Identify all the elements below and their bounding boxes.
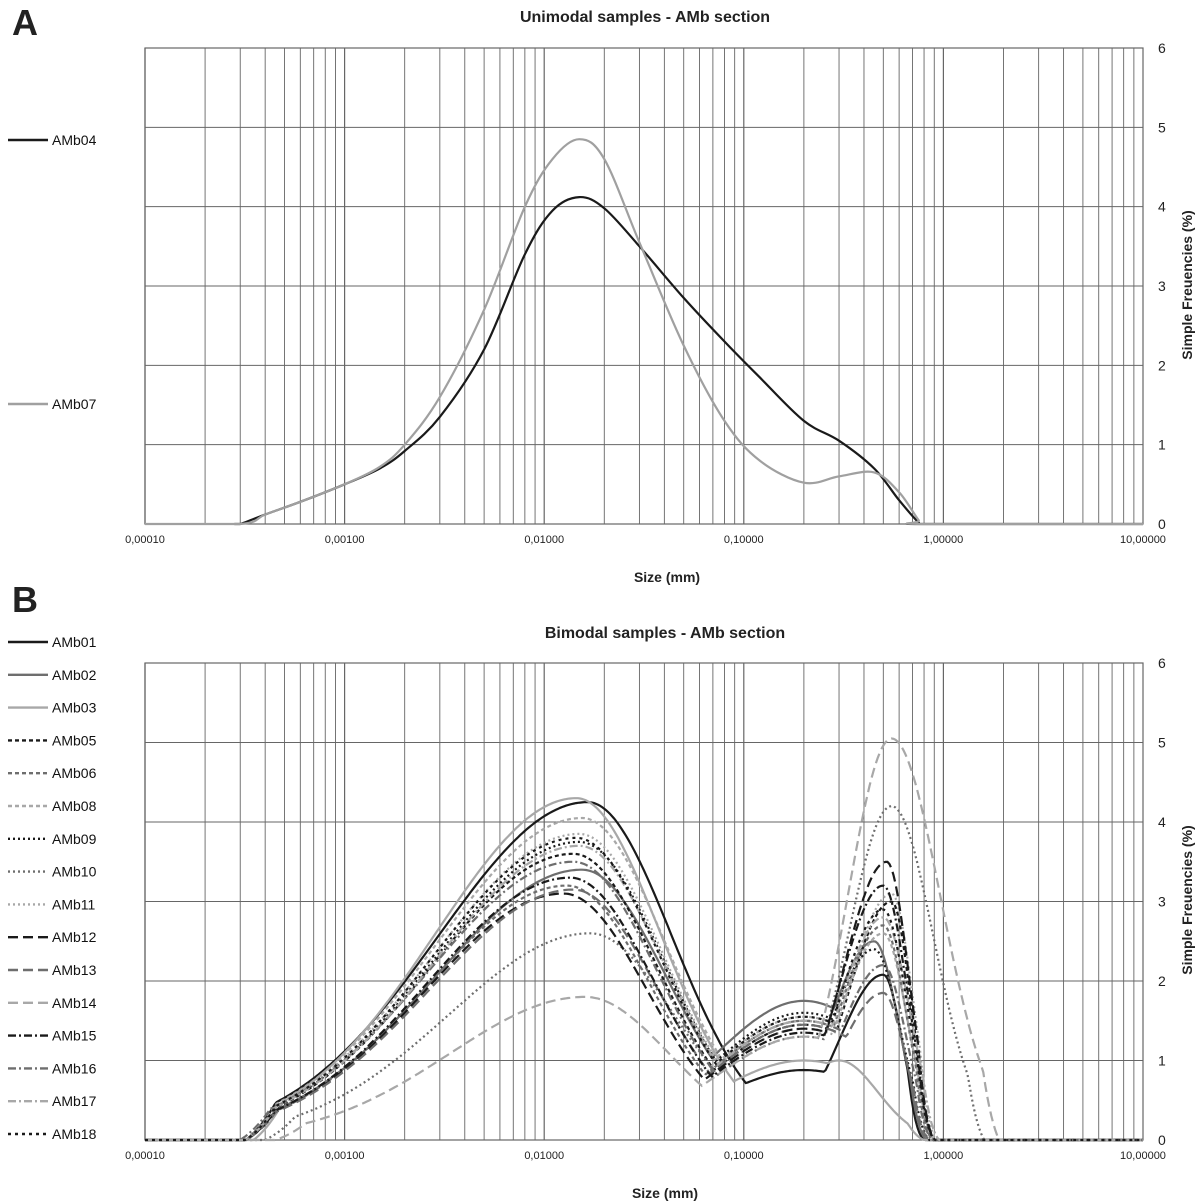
legend-label: AMb06 [52,765,97,781]
x-axis-title-b: Size (mm) [632,1185,698,1201]
legend-label: AMb11 [52,896,96,912]
grid-a [144,47,1144,525]
series-line-amb18 [145,836,1143,1142]
y-tick-label: 6 [1158,655,1166,671]
x-tick-label: 0,01000 [524,534,564,546]
legend-label: AMb05 [52,732,97,748]
series-b [145,737,1143,1142]
x-tick-label: 10,00000 [1120,534,1166,546]
y-tick-label: 2 [1158,357,1166,373]
y-tick-label: 1 [1158,1053,1166,1069]
x-tick-label: 0,10000 [724,1150,764,1162]
y-tick-label: 3 [1158,894,1166,910]
chart-title-b: Bimodal samples - AMb section [545,625,785,642]
y-tick-label: 1 [1158,437,1166,453]
y-tick-label: 4 [1158,199,1166,215]
y-tick-labels-b: 0 1 2 3 4 5 6 [1158,655,1166,1148]
x-tick-label: 10,00000 [1120,1150,1166,1162]
series-line-amb08 [145,816,1143,1142]
panel-a: A Unimodal samples - AMb section 0,00010… [8,2,1195,585]
legend-label: AMb07 [52,396,97,412]
x-tick-label: 0,00100 [325,534,365,546]
y-tick-label: 6 [1158,40,1166,56]
y-tick-label: 0 [1158,1132,1166,1148]
legend-label: AMb18 [52,1126,97,1142]
x-tick-labels-a: 0,00010 0,00100 0,01000 0,10000 1,00000 10,00… [125,534,1166,546]
legend-label: AMb13 [52,962,97,978]
y-tick-label: 5 [1158,119,1166,135]
chart-title-a: Unimodal samples - AMb section [520,9,770,26]
legend-label: AMb14 [52,995,97,1011]
y-axis-title-a: Simple Freuencies (%) [1179,210,1195,359]
grid-b [144,662,1144,1141]
series-a [145,138,1143,526]
series-line-amb09 [145,840,1143,1142]
legend-label: AMb04 [52,132,97,148]
x-tick-labels-b: 0,00010 0,00100 0,01000 0,10000 1,00000 10,00… [125,1150,1166,1162]
series-line-amb14 [145,737,1143,1142]
y-tick-label: 3 [1158,278,1166,294]
x-tick-label: 0,10000 [724,534,764,546]
series-line-amb04 [234,195,1143,526]
panel-letter-b: B [12,579,38,620]
series-line-amb15 [145,876,1143,1142]
y-tick-label: 4 [1158,814,1166,830]
y-tick-label: 5 [1158,735,1166,751]
legend-label: AMb09 [52,831,97,847]
y-tick-labels-a: 0 1 2 3 4 5 6 [1158,40,1166,532]
x-tick-label: 1,00000 [924,534,964,546]
series-line-amb01 [145,801,1143,1142]
x-tick-label: 0,01000 [524,1150,564,1162]
legend-label: AMb01 [52,634,97,650]
series-line-amb07 [145,138,1143,526]
series-line-amb10 [145,804,1143,1142]
panel-letter-a: A [12,2,38,43]
legend-a: AMb04 AMb07 [8,132,97,412]
series-line-amb03 [145,797,1143,1142]
y-tick-label: 0 [1158,516,1166,532]
series-line-amb13 [145,888,1143,1142]
panel-b: B Bimodal samples - AMb section 0,00010 0… [8,579,1195,1201]
series-line-amb17 [145,844,1143,1142]
legend-label: AMb16 [52,1060,97,1076]
legend-label: AMb02 [52,667,97,683]
legend-label: AMb12 [52,929,97,945]
legend-b: AMb01 AMb02 AMb03 AMb05 AMb06 AMb08 AMb09 AMb10… [8,634,97,1142]
legend-label: AMb17 [52,1093,97,1109]
y-tick-label: 2 [1158,973,1166,989]
legend-label: AMb08 [52,798,97,814]
legend-label: AMb10 [52,864,97,880]
y-axis-title-b: Simple Freuencies (%) [1179,825,1195,974]
legend-label: AMb15 [52,1028,97,1044]
x-tick-label: 1,00000 [924,1150,964,1162]
x-tick-label: 0,00010 [125,1150,165,1162]
legend-label: AMb03 [52,700,97,716]
x-tick-label: 0,00100 [325,1150,365,1162]
x-tick-label: 0,00010 [125,534,165,546]
x-axis-title-a: Size (mm) [634,569,700,585]
